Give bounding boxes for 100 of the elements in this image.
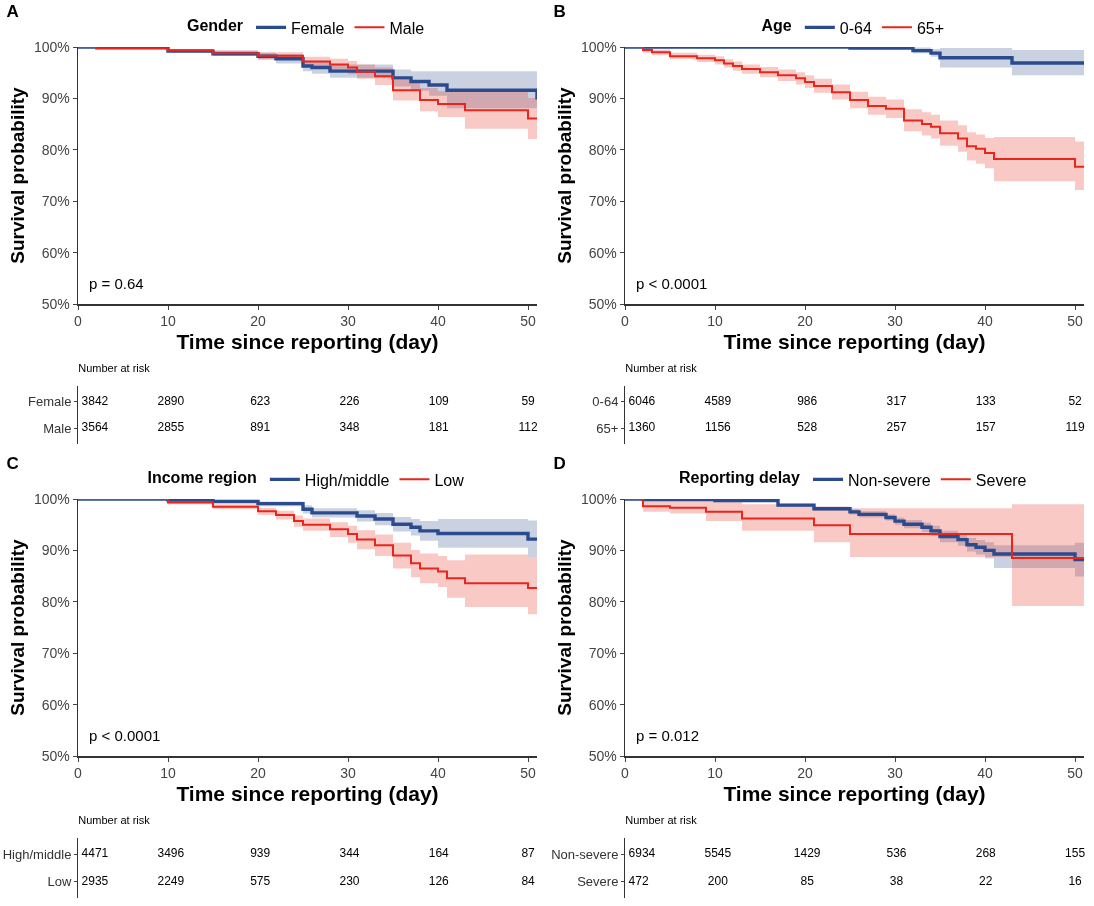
text: 1429: [793, 846, 821, 861]
annotation: p < 0.0001: [636, 275, 708, 292]
y-tick-label: 70%: [588, 645, 617, 662]
y-axis-title: Survival probability: [553, 538, 575, 716]
x-tick-label: 30: [340, 765, 356, 782]
x-tick-label: 0: [74, 765, 83, 782]
x-tick-label: 10: [160, 765, 176, 782]
text: 85: [800, 873, 815, 888]
text: 257: [886, 420, 907, 435]
x-tick-label: 30: [887, 313, 903, 330]
text: 2855: [157, 420, 185, 435]
x-axis-title: Time since reporting (day): [176, 330, 439, 354]
text: 348: [339, 420, 360, 435]
text: Number at risk: [625, 362, 698, 375]
y-tick-label: 90%: [588, 90, 617, 107]
legend-label: Male: [389, 19, 425, 37]
y-tick-label: 50%: [588, 295, 617, 312]
text: 133: [975, 393, 997, 408]
text: 38: [889, 873, 904, 888]
text: 84: [521, 873, 536, 888]
y-tick-label: 60%: [588, 696, 617, 713]
x-tick-label: 20: [797, 313, 813, 330]
text: 4589: [704, 393, 732, 408]
category-label: Male: [43, 420, 72, 436]
y-tick-label: 80%: [588, 593, 617, 610]
x-tick-label: 40: [977, 765, 993, 782]
text: Number at risk: [78, 362, 151, 375]
y-tick-label: 90%: [41, 542, 70, 559]
text: 268: [975, 846, 997, 861]
text: 6046: [628, 393, 656, 408]
x-tick-label: 50: [1067, 765, 1083, 782]
x-tick-label: 40: [430, 765, 446, 782]
text: 2890: [157, 393, 185, 408]
text: 87: [521, 846, 536, 861]
legend-label: Low: [434, 471, 465, 489]
x-tick-label: 40: [430, 313, 446, 330]
y-tick-label: 50%: [41, 747, 70, 764]
x-tick-label: 10: [160, 313, 176, 330]
text: 200: [707, 873, 729, 888]
legend-title: Age: [761, 17, 792, 35]
chart-title: D: [553, 454, 566, 474]
annotation: p = 0.012: [636, 727, 699, 744]
chart-title: C: [6, 454, 19, 474]
legend-label: 0-64: [839, 19, 872, 37]
category-label: Severe: [577, 874, 619, 890]
x-axis-title: Time since reporting (day): [723, 330, 986, 354]
y-tick-label: 100%: [33, 38, 70, 55]
text: 59: [521, 393, 536, 408]
y-tick-label: 100%: [580, 490, 617, 507]
text: 536: [886, 846, 907, 861]
x-axis-title: Time since reporting (day): [723, 782, 986, 806]
legend-title: Reporting delay: [679, 469, 801, 487]
legend-label: High/middle: [304, 471, 390, 489]
y-tick-label: 80%: [41, 141, 70, 158]
y-tick-label: 50%: [588, 747, 617, 764]
y-axis-title: Survival probability: [6, 538, 28, 716]
legend-label: 65+: [916, 19, 945, 37]
text: 891: [250, 420, 271, 435]
text: 230: [339, 873, 360, 888]
y-axis-title: Survival probability: [6, 86, 28, 264]
text: 5545: [704, 846, 732, 861]
legend-title: Gender: [187, 17, 244, 35]
x-axis-title: Time since reporting (day): [176, 782, 439, 806]
text: 3842: [81, 393, 109, 408]
x-tick-label: 50: [1067, 313, 1083, 330]
category-label: 0-64: [592, 394, 619, 410]
x-tick-label: 0: [74, 313, 83, 330]
text: 155: [1065, 846, 1086, 861]
text: 575: [250, 873, 271, 888]
y-tick-label: 80%: [588, 141, 617, 158]
y-tick-label: 80%: [41, 593, 70, 610]
x-tick-label: 0: [621, 313, 630, 330]
y-tick-label: 90%: [588, 542, 617, 559]
text: 2935: [81, 873, 109, 888]
x-tick-label: 50: [520, 313, 536, 330]
text: 119: [1065, 420, 1085, 435]
y-tick-label: 60%: [41, 244, 70, 261]
text: 16: [1068, 873, 1083, 888]
text: 126: [428, 873, 450, 888]
y-tick-label: 70%: [41, 193, 70, 210]
text: 226: [339, 393, 360, 408]
x-tick-label: 20: [797, 765, 813, 782]
text: 528: [797, 420, 818, 435]
text: Number at risk: [625, 814, 698, 827]
text: 317: [886, 393, 907, 408]
x-tick-label: 0: [621, 765, 630, 782]
x-tick-label: 40: [977, 313, 993, 330]
annotation: p = 0.64: [89, 275, 144, 292]
text: 6934: [628, 846, 656, 861]
y-tick-label: 70%: [41, 645, 70, 662]
text: 112: [518, 420, 538, 435]
x-tick-label: 20: [250, 765, 266, 782]
chart-title: B: [553, 2, 566, 22]
y-tick-label: 60%: [588, 244, 617, 261]
text: 2249: [157, 873, 185, 888]
y-tick-label: 100%: [580, 38, 617, 55]
x-tick-label: 20: [250, 313, 266, 330]
text: 4471: [81, 846, 109, 861]
legend-label: Non-severe: [848, 471, 931, 489]
text: 623: [250, 393, 271, 408]
